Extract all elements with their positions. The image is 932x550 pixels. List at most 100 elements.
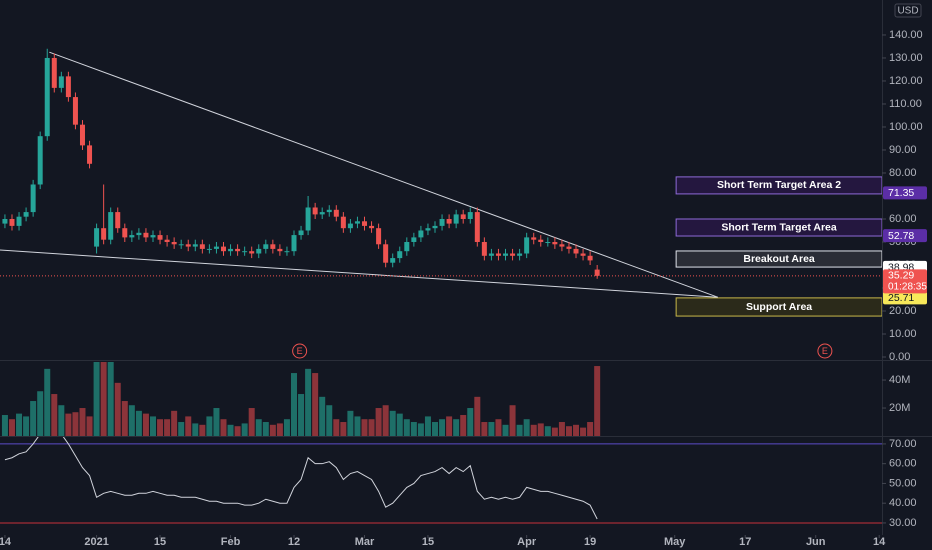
- candle-body: [199, 244, 205, 249]
- candle-body: [178, 244, 184, 246]
- candle-body: [397, 251, 403, 259]
- x-tick-label: Mar: [355, 536, 375, 548]
- candle-body: [51, 57, 57, 88]
- candle-body: [495, 253, 501, 256]
- volume-bar: [516, 424, 523, 436]
- candle-body: [23, 212, 29, 217]
- volume-bar: [432, 422, 439, 436]
- volume-bar: [248, 408, 255, 436]
- candle-body: [101, 228, 107, 240]
- volume-bar: [396, 413, 403, 436]
- candle-body: [256, 248, 262, 254]
- candle-body: [566, 246, 572, 249]
- volume-bar: [509, 405, 516, 436]
- countdown: 01:28:35: [888, 281, 927, 292]
- candle-body: [157, 235, 163, 240]
- candle-body: [16, 216, 22, 226]
- candle-body: [354, 221, 360, 224]
- price-tick-label: 80.00: [889, 167, 917, 179]
- volume-bar: [319, 396, 326, 436]
- volume-bar: [72, 412, 79, 436]
- volume-bar: [234, 426, 241, 436]
- zone-box: [675, 250, 882, 268]
- last-price-bg: [883, 269, 927, 294]
- price-tick-label: 60.00: [889, 213, 917, 225]
- price-tag: 71.35: [888, 187, 914, 199]
- x-tick-label: 2021: [84, 536, 108, 548]
- x-tick-label: 15: [154, 536, 166, 548]
- candle-body: [79, 124, 85, 146]
- rsi-line: [4, 437, 598, 520]
- volume-bar: [30, 401, 37, 436]
- volume-bar: [107, 362, 114, 436]
- zone-box: [675, 218, 882, 237]
- volume-bar: [403, 419, 410, 436]
- volume-bar: [100, 362, 107, 436]
- volume-bar: [192, 423, 199, 436]
- volume-bar: [551, 427, 558, 436]
- x-tick-label: 14: [0, 536, 12, 548]
- candle-body: [411, 237, 417, 242]
- volume-bar: [58, 405, 65, 436]
- volume-bar: [51, 394, 58, 436]
- volume-bar: [410, 422, 417, 436]
- price-tick-label: 90.00: [889, 144, 917, 156]
- candle-body: [503, 253, 509, 256]
- volume-bar: [474, 396, 481, 436]
- axes: 0.00 10.00 20.00 30.00 40.00 50.00 60.00 70.00 8…: [0, 29, 927, 548]
- x-tick-label: 17: [739, 536, 751, 548]
- volume-bar: [558, 422, 565, 436]
- candle-body: [446, 218, 452, 224]
- candle-body: [545, 241, 551, 243]
- candle-body: [298, 230, 304, 236]
- x-tick-label: 12: [288, 536, 300, 548]
- candle-body: [164, 239, 170, 242]
- zone-box: [675, 297, 882, 317]
- event-label: E: [297, 346, 303, 356]
- candle-body: [559, 244, 565, 247]
- price-tick-label: 140.00: [889, 29, 923, 41]
- candle-body: [87, 145, 93, 164]
- zone-label: Short Term Target Area: [721, 221, 836, 233]
- candle-body: [192, 244, 198, 247]
- candle-body: [573, 248, 579, 254]
- volume-bar: [417, 423, 424, 436]
- volume-bar: [79, 408, 86, 436]
- volume-bar: [23, 416, 30, 436]
- price-tick-label: 120.00: [889, 75, 923, 87]
- candle-body: [312, 207, 318, 215]
- volume-bar: [573, 424, 580, 436]
- volume-bar: [1, 415, 8, 436]
- price-tick-label: 110.00: [889, 98, 922, 110]
- volume-bar: [488, 422, 495, 436]
- candle-body: [44, 57, 50, 137]
- volume-bar: [276, 423, 283, 436]
- candle-body: [432, 225, 438, 229]
- volume-bar: [269, 424, 276, 436]
- candle-body: [185, 244, 191, 247]
- volume-pane: [1, 362, 601, 436]
- candle-body: [115, 212, 121, 229]
- volume-bar: [283, 419, 290, 436]
- volume-bar: [368, 419, 375, 436]
- volume-bar: [86, 416, 93, 436]
- volume-bar: [65, 413, 72, 436]
- candle-body: [362, 221, 368, 226]
- candle-body: [376, 228, 382, 245]
- candle-body: [9, 218, 15, 226]
- candle-body: [319, 212, 325, 215]
- volume-bar: [44, 368, 51, 436]
- volume-bar: [326, 405, 333, 436]
- volume-bar: [544, 426, 551, 436]
- price-tag-bg: [883, 229, 927, 243]
- candle-body: [552, 241, 558, 245]
- price-tag-bg: [883, 291, 927, 305]
- event-marker: [817, 343, 833, 359]
- volume-bar: [453, 419, 460, 436]
- volume-bar: [361, 419, 368, 436]
- zone-label: Short Term Target Area 2: [717, 179, 841, 191]
- volume-bar: [467, 408, 474, 436]
- volume-bar: [206, 416, 213, 436]
